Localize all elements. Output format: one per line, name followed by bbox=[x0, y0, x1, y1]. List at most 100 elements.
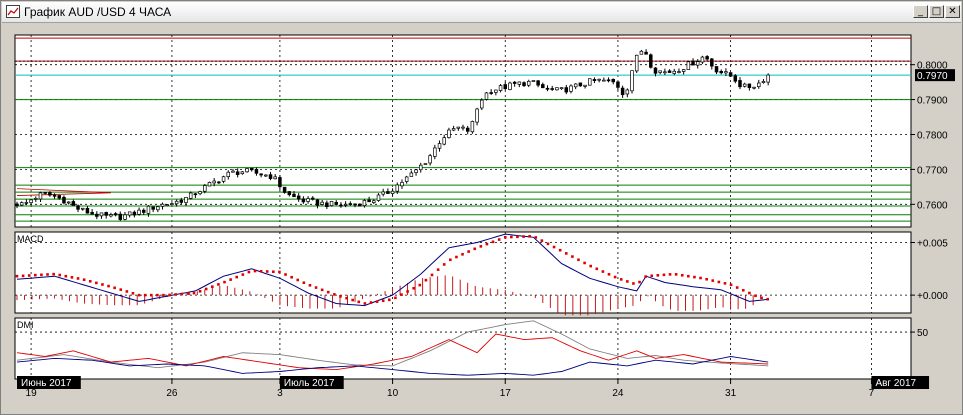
candle-body bbox=[198, 191, 202, 195]
macd-signal-marker bbox=[229, 278, 232, 281]
candle-body bbox=[592, 79, 597, 82]
dmi-panel: 50 DMI bbox=[14, 317, 929, 380]
macd-signal-marker bbox=[162, 293, 165, 297]
macd-signal-marker bbox=[461, 253, 464, 256]
candle-body bbox=[602, 79, 606, 82]
macd-signal-marker bbox=[387, 298, 391, 302]
close-button[interactable]: ✕ bbox=[945, 5, 960, 18]
candle-body bbox=[188, 192, 193, 199]
candle-body bbox=[254, 168, 259, 174]
dmi-adx-line bbox=[16, 320, 769, 369]
macd-signal-marker bbox=[308, 283, 312, 287]
price-panel-frame bbox=[14, 34, 912, 228]
candle-body bbox=[634, 54, 639, 72]
macd-signal-marker bbox=[754, 294, 757, 298]
macd-signal-marker bbox=[613, 275, 617, 279]
macd-signal-marker bbox=[88, 280, 92, 283]
candle-body bbox=[597, 78, 601, 81]
candle-body bbox=[512, 81, 517, 84]
y-tick-label: 0.7800 bbox=[917, 130, 948, 141]
candle-body bbox=[320, 201, 324, 205]
candle-body bbox=[376, 194, 381, 201]
candle-body bbox=[165, 204, 169, 206]
macd-signal-marker bbox=[119, 288, 123, 291]
candle-body bbox=[245, 168, 249, 173]
macd-signal-marker bbox=[699, 276, 702, 280]
candle-body bbox=[555, 87, 559, 91]
candle-body bbox=[311, 197, 315, 200]
candle-body bbox=[686, 61, 691, 70]
chart-canvas[interactable]: 0.8000 0.7900 0.7800 0.7700 0.7600 0.7970 +0.0… bbox=[1, 23, 963, 415]
x-tick-label: 3 bbox=[277, 388, 283, 399]
candle-body bbox=[522, 82, 526, 87]
y-tick-label: +0.000 bbox=[917, 291, 948, 302]
candle-body bbox=[611, 79, 615, 83]
candle-body bbox=[719, 70, 723, 74]
candle-body bbox=[362, 200, 367, 206]
candle-body bbox=[742, 83, 747, 87]
candle-body bbox=[38, 192, 43, 200]
macd-signal-marker bbox=[381, 299, 385, 303]
macd-signal-marker bbox=[406, 290, 409, 293]
candle-body bbox=[48, 192, 52, 196]
candle-body bbox=[66, 201, 71, 204]
macd-signal-marker bbox=[479, 245, 483, 248]
macd-signal-marker bbox=[278, 270, 281, 274]
macd-signal-marker bbox=[253, 269, 257, 273]
period-label-box bbox=[17, 376, 81, 389]
macd-signal-marker bbox=[211, 285, 214, 289]
candle-body bbox=[174, 200, 179, 205]
price-panel: 0.8000 0.7900 0.7800 0.7700 0.7600 0.7970 bbox=[14, 34, 955, 228]
candle-body bbox=[127, 211, 132, 216]
candle-body bbox=[705, 56, 709, 60]
candle-body bbox=[677, 71, 681, 73]
macd-signal-marker bbox=[510, 235, 513, 239]
candle-body bbox=[292, 193, 296, 198]
macd-signal-marker bbox=[131, 291, 135, 295]
x-tick-label: 24 bbox=[612, 388, 624, 399]
candle-body bbox=[226, 171, 231, 178]
candle-body bbox=[616, 81, 620, 88]
macd-signal-marker bbox=[430, 273, 434, 277]
macd-signal-marker bbox=[192, 291, 196, 295]
x-tick-label: 31 bbox=[725, 388, 737, 399]
candle-body bbox=[630, 70, 634, 92]
macd-signal-marker bbox=[15, 274, 19, 278]
macd-signal-marker bbox=[418, 283, 422, 287]
candle-body bbox=[639, 50, 644, 55]
candle-body bbox=[663, 71, 667, 74]
candle-body bbox=[395, 184, 400, 192]
candle-body bbox=[99, 212, 104, 217]
candle-body bbox=[118, 213, 123, 220]
macd-signal-marker bbox=[485, 242, 489, 246]
macd-signal-marker bbox=[180, 292, 184, 296]
macd-signal-marker bbox=[528, 235, 531, 238]
candle-body bbox=[381, 191, 385, 195]
candle-body bbox=[343, 203, 348, 206]
macd-signal-marker bbox=[375, 300, 379, 303]
minimize-button[interactable]: _ bbox=[913, 5, 928, 18]
maximize-button[interactable]: □ bbox=[929, 5, 944, 18]
candle-body bbox=[583, 84, 587, 87]
candle-body bbox=[249, 167, 254, 171]
candle-body bbox=[80, 207, 85, 210]
macd-signal-marker bbox=[125, 290, 129, 293]
candle-body bbox=[658, 70, 662, 73]
candle-body bbox=[132, 211, 137, 216]
macd-signal-marker bbox=[95, 281, 98, 285]
candle-body bbox=[738, 80, 742, 88]
candle-body bbox=[447, 129, 451, 138]
candle-body bbox=[498, 85, 503, 91]
title-bar[interactable]: График AUD /USD 4 ЧАСА _ □ ✕ bbox=[2, 2, 961, 23]
macd-signal-marker bbox=[241, 273, 245, 276]
candle-body bbox=[494, 89, 498, 93]
candle-body bbox=[57, 195, 62, 199]
candle-body bbox=[306, 198, 310, 202]
macd-signal-marker bbox=[27, 274, 31, 277]
candle-body bbox=[569, 85, 573, 92]
macd-signal-marker bbox=[149, 293, 153, 297]
macd-signal-marker bbox=[272, 270, 275, 274]
candle-body bbox=[282, 186, 287, 193]
candle-body bbox=[503, 84, 508, 90]
